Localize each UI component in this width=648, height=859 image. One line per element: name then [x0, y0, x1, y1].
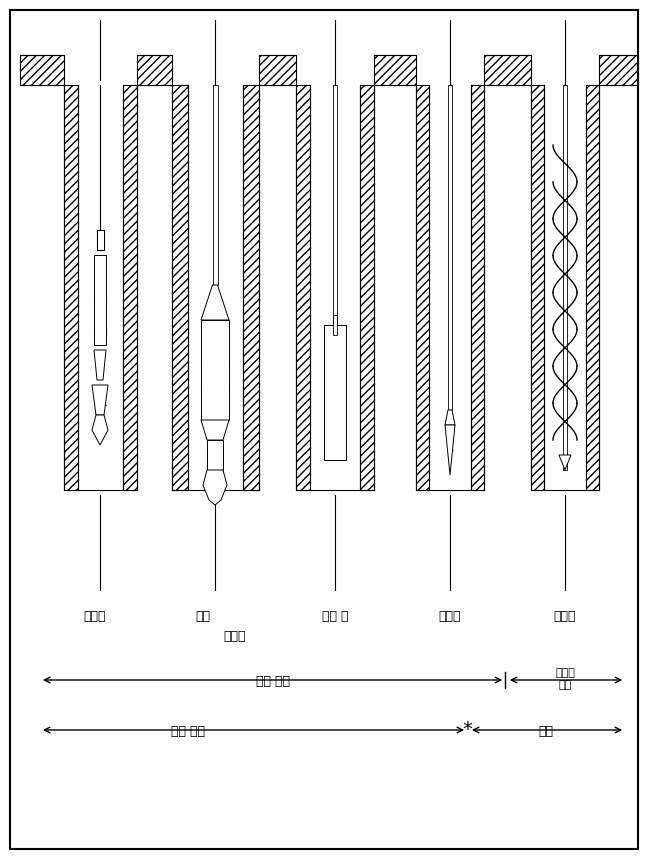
Bar — [94, 255, 106, 345]
Text: 케이블: 케이블 — [84, 610, 106, 623]
Polygon shape — [445, 425, 455, 475]
Text: 유압식: 유압식 — [439, 610, 461, 623]
Bar — [20, 55, 64, 85]
Polygon shape — [445, 410, 455, 425]
Text: 기계적
청소: 기계적 청소 — [555, 668, 575, 690]
Bar — [64, 85, 78, 490]
Text: 표준: 표준 — [196, 610, 211, 623]
Bar — [471, 85, 484, 490]
Bar — [201, 320, 229, 420]
Text: *: * — [462, 721, 472, 740]
Polygon shape — [201, 420, 229, 440]
Bar — [242, 85, 259, 490]
Polygon shape — [94, 350, 106, 380]
Bar — [448, 85, 452, 410]
Bar — [324, 325, 346, 460]
Bar — [360, 85, 374, 490]
Bar — [97, 230, 104, 250]
Text: 회전식: 회전식 — [224, 630, 246, 643]
Bar — [207, 440, 223, 470]
Text: 암석 분쇄: 암석 분쇄 — [172, 725, 205, 738]
Bar — [416, 85, 429, 490]
Bar — [374, 55, 416, 85]
Bar — [484, 55, 531, 85]
Polygon shape — [92, 385, 108, 415]
Polygon shape — [203, 470, 227, 505]
Bar — [97, 230, 104, 250]
Bar — [586, 85, 599, 490]
Bar — [599, 55, 638, 85]
Polygon shape — [559, 455, 571, 470]
Polygon shape — [201, 285, 229, 320]
Bar — [563, 85, 567, 470]
Bar — [172, 85, 187, 490]
Bar — [296, 85, 310, 490]
Bar — [137, 55, 172, 85]
Bar — [259, 55, 296, 85]
Polygon shape — [92, 415, 108, 445]
Bar — [213, 85, 218, 285]
Text: 슬림 홀: 슬림 홀 — [322, 610, 348, 623]
Text: 유체 청소: 유체 청소 — [255, 675, 290, 688]
Text: 굴진: 굴진 — [538, 725, 553, 738]
Text: 오거식: 오거식 — [554, 610, 576, 623]
Bar — [333, 315, 337, 335]
Bar — [122, 85, 137, 490]
Bar — [333, 85, 337, 460]
Bar — [531, 85, 544, 490]
